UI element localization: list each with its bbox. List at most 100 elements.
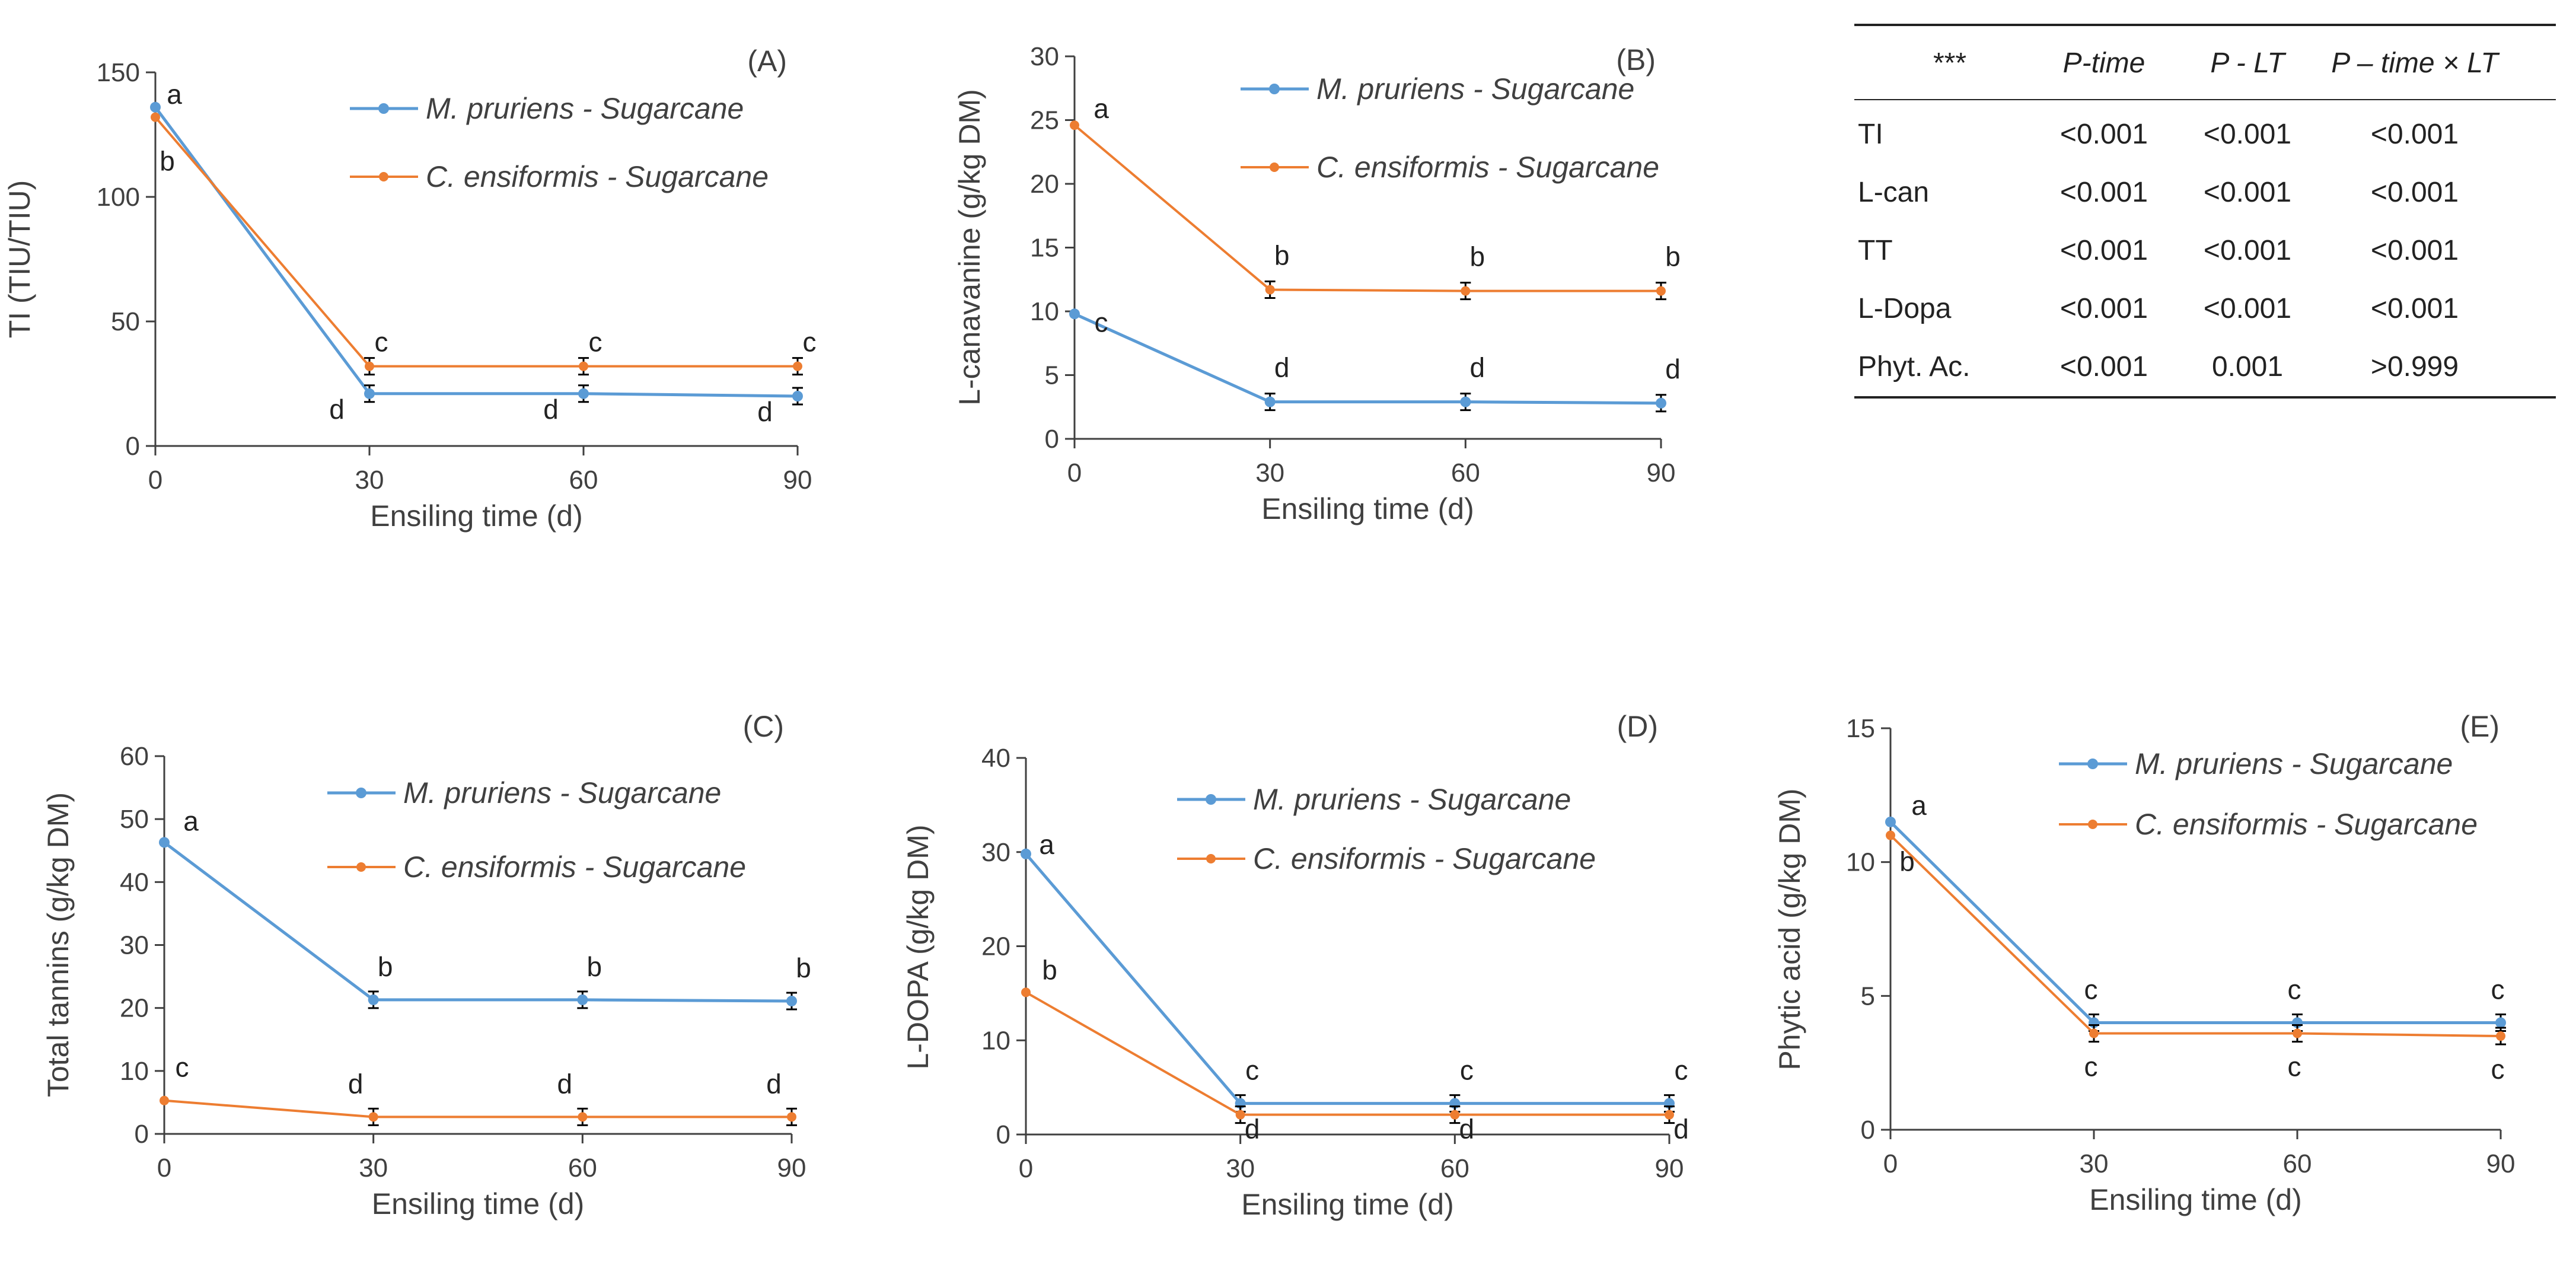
significance-letter: b (1665, 241, 1681, 272)
stats-table: *** P-time P - LT P – time × LT TI <0.001 <0.0… (1854, 24, 2556, 399)
legend-marker (379, 172, 388, 181)
data-point (368, 994, 379, 1005)
significance-letter: b (160, 146, 175, 177)
significance-letter: c (589, 327, 602, 358)
panel-label: (B) (1616, 43, 1656, 77)
legend-marker (356, 862, 366, 872)
legend-marker (1206, 854, 1216, 863)
table-header-cell: *** (1933, 47, 1966, 79)
table-row: TI <0.001 <0.001 <0.001 (1858, 119, 2459, 150)
data-point (1656, 286, 1666, 296)
y-tick-label: 15 (1846, 714, 1875, 743)
x-tick-label: 60 (568, 1153, 597, 1183)
x-axis-title: Ensiling time (d) (2089, 1183, 2301, 1216)
legend-label: M. pruriens - Sugarcane (403, 776, 721, 810)
y-tick-label: 20 (981, 932, 1010, 961)
table-cell: <0.001 (2060, 235, 2148, 266)
x-axis-title: Ensiling time (d) (1261, 492, 1474, 525)
y-tick-label: 10 (981, 1026, 1010, 1055)
table-cell: <0.001 (2371, 235, 2459, 266)
y-tick-label: 40 (120, 868, 149, 897)
legend-label: C. ensiformis - Sugarcane (1253, 842, 1596, 875)
legend-marker (378, 103, 389, 114)
x-tick-label: 30 (355, 466, 384, 495)
data-point (151, 112, 160, 122)
legend-entry-c-ensiformis: C. ensiformis - Sugarcane (327, 850, 746, 884)
panel-label: (A) (747, 44, 787, 78)
panel-label: (D) (1617, 710, 1658, 743)
legend-entry-m-pruriens: M. pruriens - Sugarcane (1241, 72, 1634, 106)
legend-label: C. ensiformis - Sugarcane (426, 160, 769, 193)
data-point (2089, 1028, 2099, 1038)
y-tick-label: 5 (1045, 361, 1059, 390)
legend-label: M. pruriens - Sugarcane (2135, 747, 2453, 780)
legend-label: M. pruriens - Sugarcane (426, 92, 744, 125)
significance-letter: c (1095, 307, 1108, 337)
significance-letter: a (1093, 93, 1109, 124)
data-point (159, 837, 170, 848)
significance-letter: b (1042, 954, 1057, 985)
x-tick-label: 90 (1647, 458, 1676, 487)
significance-letter: c (1245, 1055, 1259, 1086)
data-point (1656, 397, 1666, 409)
table-row-label: L-can (1858, 177, 1929, 208)
y-tick-label: 0 (1045, 425, 1059, 454)
chart-panel-a: 0 50 100 150 0 30 60 90 Ensiling time (d) TI (TIU… (3, 44, 817, 533)
data-point (368, 1112, 378, 1122)
series-c-ensiformis: a b b b (1070, 93, 1681, 301)
y-tick-label: 15 (1030, 234, 1059, 263)
significance-letter: d (1470, 352, 1485, 383)
data-point (579, 361, 588, 371)
data-point (1461, 286, 1471, 296)
table-cell: <0.001 (2371, 177, 2459, 208)
data-point (1450, 1110, 1460, 1120)
significance-letter: a (167, 79, 182, 110)
y-tick-label: 30 (981, 838, 1010, 867)
x-tick-label: 0 (1883, 1149, 1898, 1178)
y-tick-label: 60 (120, 742, 149, 771)
data-point (578, 1112, 588, 1122)
data-point (793, 361, 802, 371)
series-line-m-pruriens (1025, 853, 1669, 1105)
table-row-label: L-Dopa (1858, 293, 1952, 324)
data-point (786, 995, 797, 1006)
significance-letter: b (587, 951, 602, 982)
x-tick-label: 60 (2283, 1149, 2312, 1178)
table-cell: <0.001 (2204, 119, 2291, 150)
y-tick-label: 0 (135, 1120, 149, 1149)
x-tick-label: 30 (1255, 458, 1284, 487)
data-point (2293, 1028, 2302, 1038)
y-tick-label: 20 (120, 994, 149, 1023)
significance-letter: d (543, 394, 559, 425)
significance-letter: d (348, 1068, 364, 1099)
y-axis-title: TI (TIU/TIU) (3, 180, 36, 339)
y-tick-label: 0 (126, 432, 140, 461)
significance-letter: d (329, 394, 345, 425)
y-tick-label: 25 (1030, 106, 1059, 135)
data-point (2495, 1017, 2506, 1028)
y-axis-title: Phytic acid (g/kg DM) (1773, 788, 1806, 1070)
table-cell: <0.001 (2371, 293, 2459, 324)
y-tick-label: 10 (1846, 848, 1875, 877)
significance-letter: d (1459, 1114, 1475, 1145)
panel-label: (E) (2460, 710, 2500, 743)
legend-label: C. ensiformis - Sugarcane (2135, 808, 2478, 841)
data-point (160, 1095, 169, 1105)
x-tick-label: 60 (1451, 458, 1480, 487)
legend-label: C. ensiformis - Sugarcane (1316, 151, 1659, 184)
table-row: L-Dopa <0.001 <0.001 <0.001 (1858, 293, 2459, 324)
series-c-ensiformis: cd d d (160, 1052, 797, 1126)
table-row: L-can <0.001 <0.001 <0.001 (1858, 177, 2459, 208)
y-tick-label: 0 (996, 1120, 1010, 1149)
x-tick-label: 0 (157, 1153, 171, 1183)
series-line-c-ensiformis (1025, 991, 1669, 1116)
x-tick-label: 90 (777, 1153, 806, 1183)
significance-letter: c (1675, 1055, 1688, 1086)
table-cell: <0.001 (2371, 119, 2459, 150)
data-point (1264, 396, 1276, 407)
chart-panel-d: 0 10 20 30 40 0 30 60 90 Ensiling time (d) L-DOPA … (901, 710, 1689, 1221)
significance-letter: d (766, 1068, 782, 1099)
data-point (365, 361, 374, 371)
significance-letter: c (2084, 974, 2098, 1005)
